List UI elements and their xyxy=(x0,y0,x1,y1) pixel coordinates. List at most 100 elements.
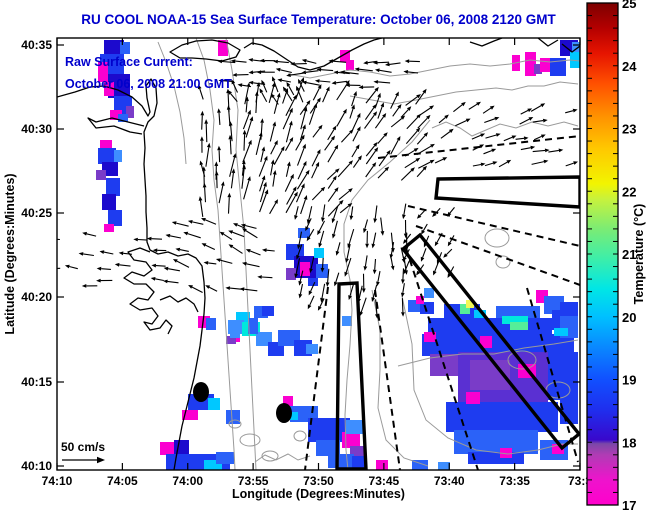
current-vector xyxy=(389,62,401,65)
current-vector-head xyxy=(426,114,431,120)
current-vector-head xyxy=(413,147,419,152)
current-vector xyxy=(298,231,303,246)
current-vector xyxy=(296,173,308,190)
current-vector xyxy=(345,257,352,273)
current-vector xyxy=(336,242,341,252)
sst-patch xyxy=(430,354,460,376)
current-vector xyxy=(327,190,337,202)
coastline xyxy=(123,247,173,335)
current-vector xyxy=(176,260,190,268)
current-vector-head xyxy=(314,79,320,83)
current-vector-head xyxy=(228,230,234,234)
current-vector-head xyxy=(232,153,237,158)
current-vector-head xyxy=(511,135,517,139)
current-vector xyxy=(299,128,305,141)
sst-patch xyxy=(328,454,354,468)
current-vector-head xyxy=(356,126,361,132)
current-vector-head xyxy=(114,262,120,267)
sst-patch xyxy=(160,442,176,455)
current-vector-head xyxy=(241,159,246,165)
current-vector xyxy=(204,219,217,225)
current-vector-head xyxy=(290,62,295,66)
current-vector-head xyxy=(333,70,339,75)
current-vector-head xyxy=(272,121,277,127)
current-vector-head xyxy=(401,279,405,284)
bathymetry-contour-loop xyxy=(495,255,511,269)
sst-patch xyxy=(346,60,354,70)
current-vector xyxy=(245,224,257,229)
bathymetry-contour xyxy=(431,121,579,137)
current-vector-head xyxy=(226,88,230,94)
bathymetry-contour xyxy=(349,81,579,105)
current-vector xyxy=(255,95,258,114)
sst-patch xyxy=(204,460,222,470)
current-vector-head xyxy=(480,133,486,138)
current-vector xyxy=(416,168,425,178)
current-vector-head xyxy=(332,233,336,239)
current-vector xyxy=(390,117,403,128)
current-vector-head xyxy=(397,104,402,109)
current-vector-head xyxy=(461,101,466,107)
current-vector-head xyxy=(233,223,238,227)
current-vector xyxy=(306,82,320,86)
current-vector-head xyxy=(231,79,236,85)
current-vector-head xyxy=(572,108,578,113)
sst-patch xyxy=(460,304,470,314)
sst-patch xyxy=(548,352,578,400)
current-vector-layer xyxy=(57,58,578,319)
current-vector-head xyxy=(201,243,207,247)
current-vector-head xyxy=(476,101,481,106)
current-vector-head xyxy=(261,175,266,181)
current-vector xyxy=(231,246,243,254)
current-vector xyxy=(352,158,360,168)
current-vector-head xyxy=(290,173,294,179)
current-vector xyxy=(179,249,189,252)
current-vector xyxy=(377,106,383,119)
current-vector-head xyxy=(371,297,375,302)
current-vector xyxy=(151,238,163,240)
current-vector xyxy=(83,253,94,257)
current-vector xyxy=(377,61,390,64)
x-tick-label: 74:10 xyxy=(42,474,73,488)
current-vector xyxy=(405,96,418,106)
current-vector xyxy=(285,124,292,143)
current-vector xyxy=(367,60,377,64)
current-vector-head xyxy=(429,105,435,110)
current-vector-head xyxy=(317,305,322,311)
current-vector-head xyxy=(372,269,377,275)
sst-patch xyxy=(454,430,538,454)
current-vector-head xyxy=(429,159,435,164)
current-vector-head xyxy=(523,136,529,141)
current-vector-head xyxy=(495,133,501,137)
current-vector-head xyxy=(248,139,252,145)
station-dot xyxy=(276,403,292,423)
current-vector-head xyxy=(390,265,395,271)
current-vector xyxy=(244,288,258,292)
current-vector xyxy=(333,220,338,235)
sst-patch xyxy=(262,306,274,316)
current-vector xyxy=(434,261,440,272)
dashed-transect-line xyxy=(304,286,329,470)
current-vector-head xyxy=(218,78,224,83)
current-vector-head xyxy=(175,247,181,252)
current-vector-head xyxy=(540,103,546,108)
current-vector-head xyxy=(292,186,297,192)
current-vector xyxy=(312,127,321,138)
current-vector xyxy=(318,220,325,232)
current-vector-head xyxy=(247,176,251,181)
sst-patch xyxy=(352,456,366,468)
current-vector xyxy=(205,244,216,250)
current-vector xyxy=(137,238,148,241)
current-vector-head xyxy=(270,159,275,165)
current-vector-head xyxy=(217,108,221,113)
current-vector-head xyxy=(353,91,357,96)
current-vector xyxy=(319,80,331,83)
current-vector-head xyxy=(262,248,267,253)
sst-patch xyxy=(424,332,436,342)
current-vector-head xyxy=(307,304,312,310)
current-vector xyxy=(245,120,252,138)
current-vector xyxy=(169,235,182,239)
current-vector xyxy=(332,205,339,220)
current-vector-head xyxy=(340,70,345,75)
